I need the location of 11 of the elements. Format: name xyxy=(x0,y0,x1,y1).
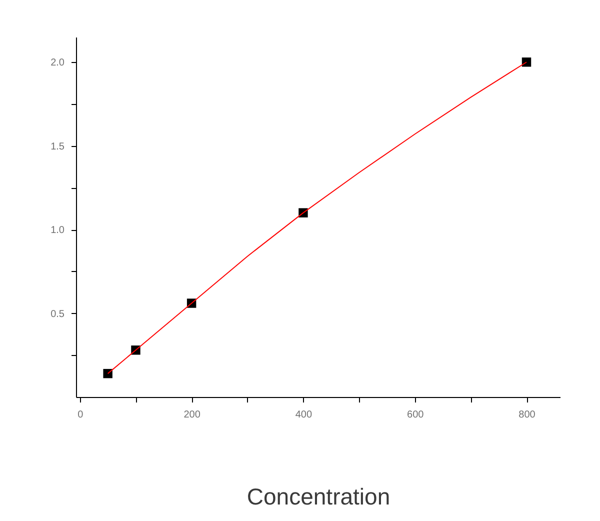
x-tick-label: 400 xyxy=(295,410,312,420)
x-axis-title: Concentration xyxy=(246,484,390,510)
x-tick-label: 800 xyxy=(518,410,536,420)
x-tick-label: 0 xyxy=(78,410,84,420)
y-tick-label: 0.5 xyxy=(50,308,65,320)
y-tick-label: 2.0 xyxy=(50,58,65,69)
point xyxy=(103,368,112,378)
x-tick-label: 200 xyxy=(184,410,201,420)
y-tick-label: 1.0 xyxy=(50,225,65,236)
y-tick-label: 1.5 xyxy=(50,141,65,152)
x-tick-label: 600 xyxy=(407,410,424,420)
